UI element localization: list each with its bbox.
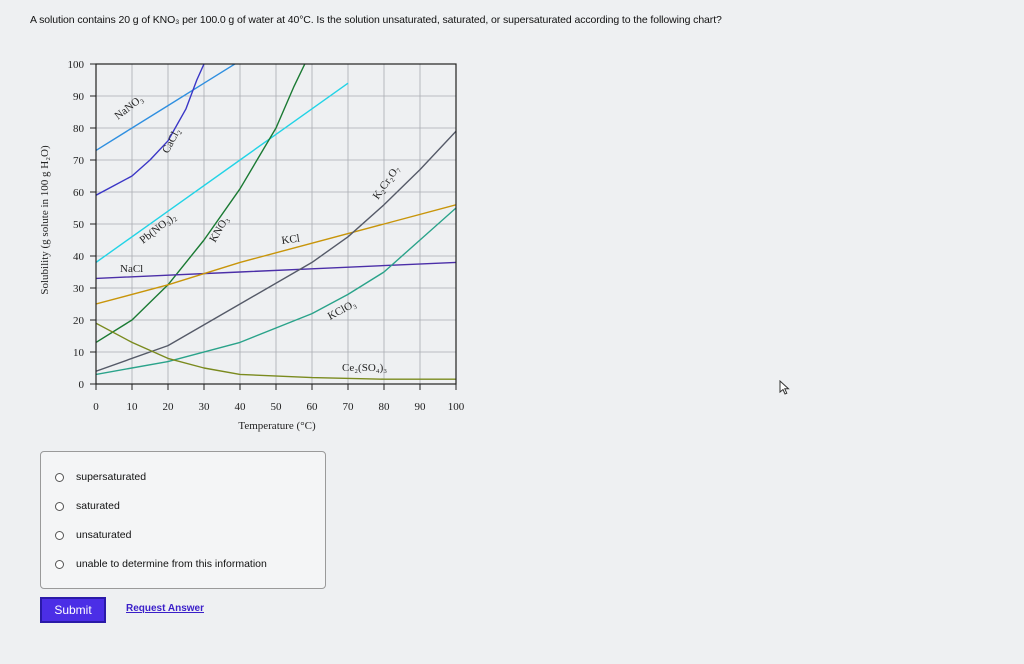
series-line [96,322,456,380]
y-tick-label: 40 [73,251,85,263]
series-line [96,130,456,372]
series-label: KClO₃ [326,298,358,323]
choice-supersaturated[interactable]: supersaturated [55,468,146,486]
choice-saturated[interactable]: saturated [55,497,120,515]
y-axis-label: Solubility (g solute in 100 g H₂O) [39,145,51,295]
x-tick-label: 100 [448,401,465,413]
chart-ticks: 0 10 20 30 40 50 60 70 80 90 100 0 10 20 30 40 50 60 70 80 9… [68,59,465,413]
radio-icon[interactable] [55,559,64,569]
chart-frame [95,63,457,385]
series-line [96,82,349,263]
x-tick-label: 80 [379,401,391,413]
choice-unsaturated[interactable]: unsaturated [55,526,131,544]
y-tick-label: 80 [73,123,85,135]
choice-label: supersaturated [76,471,147,483]
series-line [96,64,237,151]
x-tick-label: 40 [235,401,247,413]
y-tick-label: 30 [73,283,85,295]
series-label: Ce₂(SO₄)₃ [342,362,387,374]
series-line [96,261,456,280]
question-text: A solution contains 20 g of KNO₃ per 100… [30,14,722,26]
series-label: NaNO₃ [112,93,145,123]
x-tick-label: 20 [163,401,175,413]
series-line [96,204,456,305]
series-label: NaCl [120,263,143,275]
series-line [96,64,205,196]
y-tick-label: 10 [73,347,85,359]
y-tick-label: 50 [73,219,85,231]
series-line [96,207,456,376]
radio-icon[interactable] [55,501,64,511]
series-label: CaCl₂ [160,126,183,155]
x-tick-label: 30 [199,401,211,413]
y-tick-label: 0 [79,379,85,391]
y-tick-label: 90 [73,91,85,103]
arrow-cursor-icon [779,380,790,395]
choice-label: unsaturated [76,529,132,541]
x-axis-label: Temperature (°C) [238,420,316,432]
radio-icon[interactable] [55,530,64,540]
request-answer-link[interactable]: Request Answer [126,603,204,614]
x-tick-label: 90 [415,401,427,413]
y-tick-label: 60 [73,187,85,199]
x-tick-label: 0 [93,401,99,413]
radio-icon[interactable] [55,472,64,482]
choice-label: saturated [76,500,120,512]
choice-unable-to-determine[interactable]: unable to determine from this informatio… [55,555,267,573]
y-tick-label: 20 [73,315,85,327]
chart-series [96,64,456,380]
submit-button[interactable]: Submit [40,597,106,623]
series-label: KCl [281,233,301,247]
x-tick-label: 10 [127,401,139,413]
y-tick-label: 70 [73,155,85,167]
x-tick-label: 50 [271,401,283,413]
series-line [96,64,306,343]
series-label: K₂Cr₂O₇ [371,163,403,201]
choice-label: unable to determine from this informatio… [76,558,267,570]
answer-choices: supersaturated saturated unsaturated una… [40,451,326,589]
y-tick-label: 100 [68,59,85,71]
x-tick-label: 60 [307,401,319,413]
x-tick-label: 70 [343,401,355,413]
